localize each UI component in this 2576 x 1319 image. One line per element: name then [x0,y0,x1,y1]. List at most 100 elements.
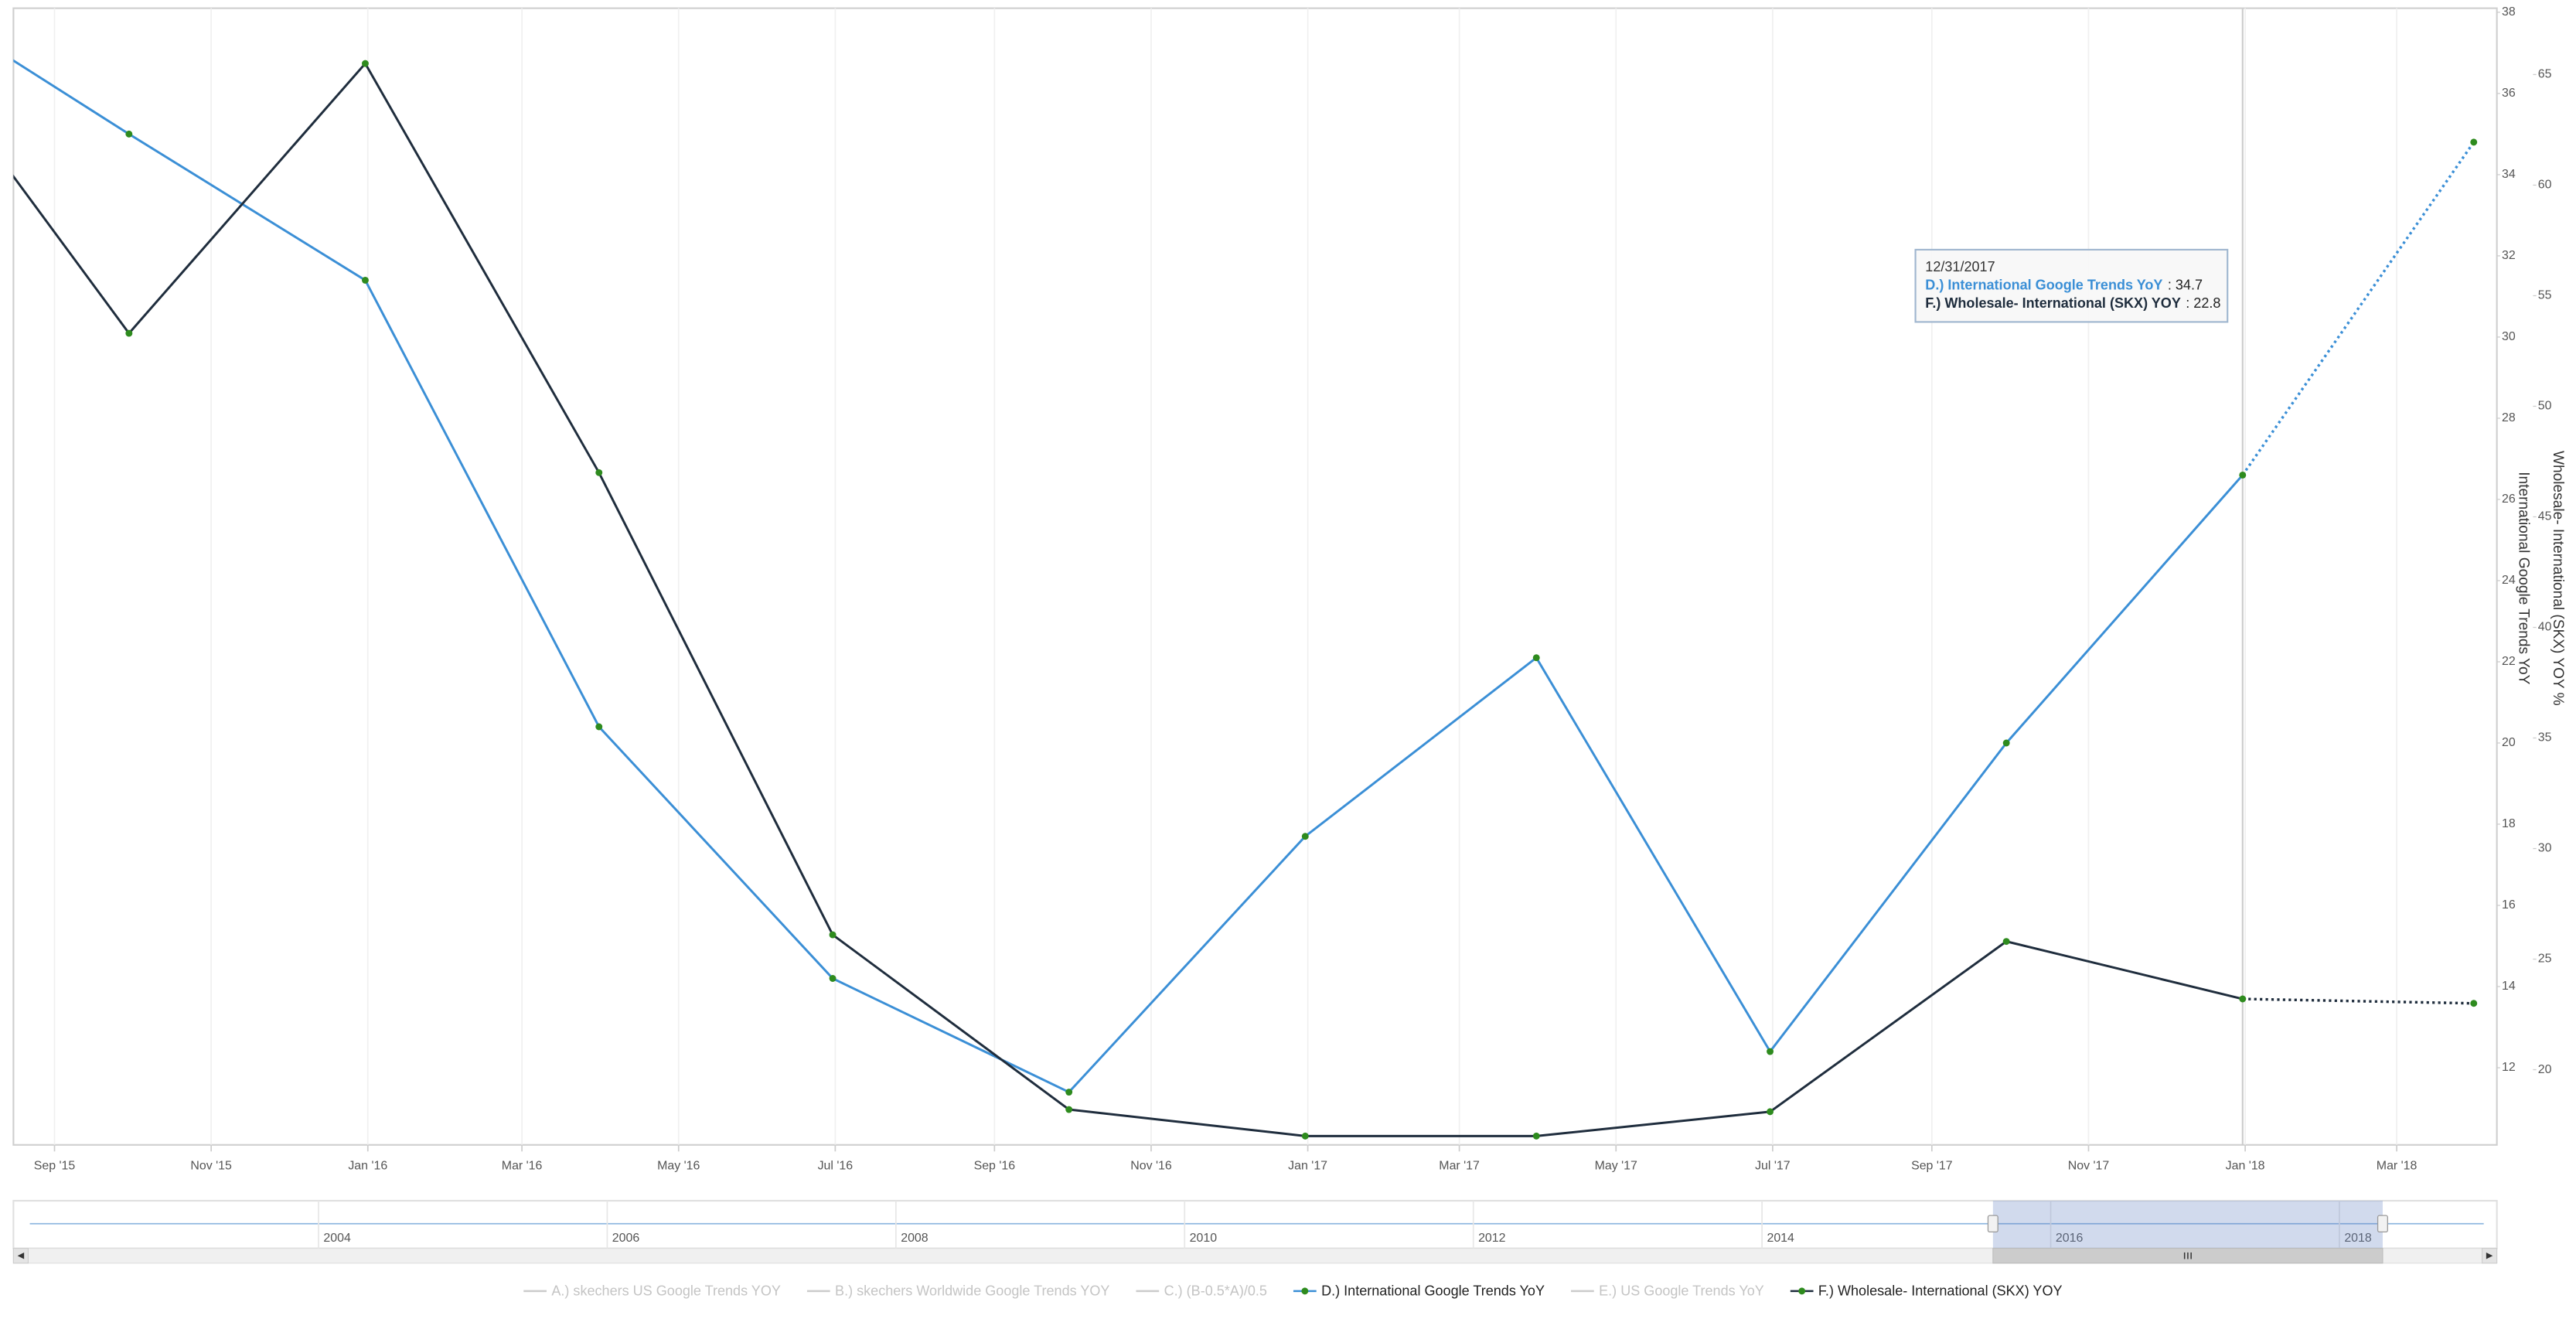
legend-label: F.) Wholesale- International (SKX) YOY [1818,1283,2063,1299]
legend-item[interactable]: B.) skechers Worldwide Google Trends YOY [806,1283,1110,1299]
tooltip-series-name: D.) International Google Trends YoY [1925,277,2162,292]
x-tick-label: Nov '15 [190,1160,232,1173]
x-tick-label: Jul '16 [818,1160,854,1173]
y-tick-label: 24 [2502,574,2516,587]
navigator-tick-label: 2012 [1478,1232,1506,1245]
y-tick-label: 16 [2502,898,2516,912]
data-point [2002,739,2010,747]
navigator: 2004 2006 2008 2010 2012 2014 2016 2018 [12,1199,2498,1264]
data-point [2002,938,2010,946]
legend-label: C.) (B-0.5*A)/0.5 [1164,1283,1267,1299]
data-point [2239,471,2247,479]
navigator-tick-label: 2010 [1190,1232,1218,1245]
x-tick-label: Jan '16 [348,1160,387,1173]
data-point [1301,833,1309,840]
x-tick-label: May '17 [1595,1160,1637,1173]
y2-tick-label: 55 [2538,289,2552,302]
data-point [1532,654,1540,662]
x-tick-label: Nov '16 [1130,1160,1172,1173]
navigator-tick-label: 2006 [612,1232,640,1245]
x-tick-label: Sep '17 [1911,1160,1953,1173]
x-tick-label: Mar '18 [2377,1160,2418,1173]
y-tick-label: 18 [2502,817,2516,830]
y-tick-label: 28 [2502,411,2516,424]
legend: A.) skechers US Google Trends YOY B.) ske… [523,1283,2063,1299]
data-point [595,469,603,476]
data-point [2470,1000,2478,1007]
scroll-right-arrow [2486,1252,2493,1259]
y-tick-label: 34 [2502,168,2516,181]
tooltip: 12/31/2017 D.) International Google Tren… [1914,248,2229,323]
navigator-tick-label: 2016 [2056,1232,2084,1245]
x-tick-label: Nov '17 [2068,1160,2110,1173]
y2-tick-label: 30 [2538,842,2552,855]
navigator-selection[interactable] [1992,1201,2383,1249]
x-tick-label: Mar '17 [1439,1160,1480,1173]
y-tick-label: 36 [2502,87,2516,100]
tooltip-box [1914,248,2229,323]
x-tick-label: Sep '16 [974,1160,1016,1173]
tooltip-value: : 34.7 [2168,277,2203,292]
y2-tick-label: 45 [2538,510,2552,523]
data-point [1532,1132,1540,1140]
x-tick-label: May '16 [657,1160,700,1173]
x-tick-label: Jan '18 [2226,1160,2265,1173]
y2-tick-label: 35 [2538,731,2552,745]
data-point [2239,995,2247,1003]
data-point [829,975,837,982]
legend-symbol-marker [1301,1287,1309,1295]
data-point [1301,1132,1309,1140]
data-point [829,931,837,939]
data-point [595,723,603,731]
legend-symbol-marker [1798,1287,1806,1295]
tooltip-series-name: F.) Wholesale- International (SKX) YOY [1925,295,2181,311]
data-point [1065,1089,1073,1096]
y-tick-label: 30 [2502,330,2516,343]
data-point [125,329,133,337]
data-point [1767,1108,1774,1116]
navigator-handle[interactable] [2377,1215,2388,1233]
y-tick-label: 12 [2502,1061,2516,1074]
y2-tick-label: 40 [2538,621,2552,634]
legend-item[interactable]: A.) skechers US Google Trends YOY [523,1283,781,1299]
y-tick-label: 38 [2502,5,2516,19]
data-point [1065,1106,1073,1113]
legend-label: A.) skechers US Google Trends YOY [551,1283,781,1299]
series-line-forecast [2241,141,2475,476]
x-tick-label: Sep '15 [34,1160,76,1173]
legend-label: D.) International Google Trends YoY [1321,1283,1545,1299]
y2-tick-label: 50 [2538,400,2552,413]
navigator-handle[interactable] [1987,1215,1998,1233]
data-point [125,130,133,138]
legend-item[interactable]: E.) US Google Trends YoY [1571,1283,1764,1299]
data-point [2470,138,2478,146]
x-tick-label: Jul '17 [1755,1160,1791,1173]
plot [13,8,2478,1145]
navigator-tick-label: 2014 [1767,1232,1794,1245]
legend-item[interactable]: F.) Wholesale- International (SKX) YOY [1790,1283,2063,1299]
tooltip-date: 12/31/2017 [1925,259,1995,274]
data-point [362,60,369,67]
y-tick-label: 22 [2502,655,2516,668]
navigator-tick-label: 2004 [323,1232,351,1245]
plot-area [12,7,2498,1146]
data-point [1767,1048,1774,1055]
y2-axis-title: Wholesale- International (SKX) YOY % [2550,451,2566,706]
y2-tick-label: 20 [2538,1063,2552,1076]
data-point [362,276,369,284]
tooltip-value: : 22.8 [2186,295,2220,311]
legend-label: B.) skechers Worldwide Google Trends YOY [835,1283,1109,1299]
scroll-left-arrow [17,1252,25,1259]
legend-item[interactable]: C.) (B-0.5*A)/0.5 [1136,1283,1267,1299]
y-tick-label: 14 [2502,980,2516,993]
legend-item[interactable]: D.) International Google Trends YoY [1293,1283,1545,1299]
x-tick-label: Mar '16 [502,1160,543,1173]
legend-label: E.) US Google Trends YoY [1599,1283,1764,1299]
series-line-forecast [2242,997,2474,1005]
x-tick-label: Jan '17 [1288,1160,1327,1173]
y2-tick-label: 60 [2538,179,2552,192]
navigator-tick-label: 2018 [2344,1232,2372,1245]
grid [53,8,2537,1152]
y-tick-label: 26 [2502,492,2516,506]
